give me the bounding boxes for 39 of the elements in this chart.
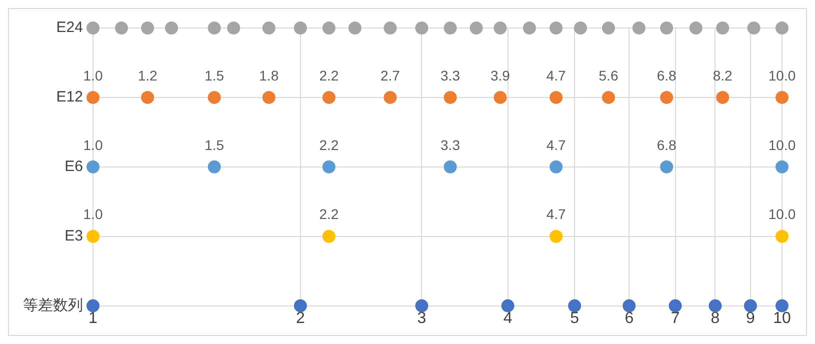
x-tick-label: 9 — [746, 310, 756, 327]
data-label: 2.2 — [319, 136, 339, 153]
data-label: 1.2 — [138, 67, 158, 84]
x-tick-label: 3 — [417, 310, 426, 327]
data-label: 6.8 — [656, 136, 677, 153]
x-tick-label: 8 — [710, 310, 720, 327]
y-tick-label: E12 — [56, 88, 83, 106]
data-label: 10.0 — [768, 67, 796, 84]
y-tick-label: E24 — [56, 19, 83, 36]
data-label: 8.2 — [712, 67, 733, 84]
data-label: 1.5 — [204, 67, 224, 84]
data-label: 2.2 — [319, 206, 339, 222]
data-label: 1.8 — [259, 67, 279, 84]
x-tick-label: 4 — [503, 310, 512, 327]
data-label: 4.7 — [546, 136, 566, 153]
data-label: 10.0 — [768, 206, 796, 222]
data-label: 1.0 — [83, 67, 103, 84]
data-label: 3.9 — [490, 67, 510, 84]
data-label: 4.7 — [546, 67, 566, 84]
data-label: 3.3 — [440, 67, 460, 84]
x-tick-label: 10 — [773, 310, 791, 327]
data-label: 4.7 — [546, 206, 566, 222]
data-label: 1.5 — [204, 136, 224, 153]
data-label: 1.0 — [83, 136, 103, 153]
data-label: 5.6 — [598, 67, 618, 84]
x-tick-label: 5 — [570, 310, 580, 327]
x-tick-label: 7 — [670, 310, 680, 327]
data-label: 2.2 — [319, 67, 339, 84]
data-label: 10.0 — [768, 136, 796, 153]
y-tick-label: E6 — [64, 158, 83, 176]
data-label: 3.3 — [440, 136, 460, 153]
x-tick-label: 2 — [296, 310, 305, 327]
x-tick-label: 1 — [88, 310, 98, 327]
y-tick-label: E3 — [64, 227, 83, 244]
data-label: 6.8 — [656, 67, 677, 84]
data-label: 1.0 — [83, 206, 103, 222]
data-label: 2.7 — [380, 67, 400, 84]
y-tick-label: 等差数列 — [23, 296, 83, 314]
x-tick-label: 6 — [624, 310, 634, 327]
